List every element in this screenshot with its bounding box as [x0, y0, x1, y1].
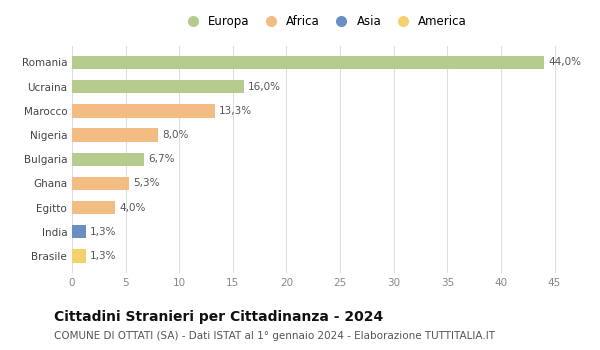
Bar	[72, 104, 215, 118]
Text: COMUNE DI OTTATI (SA) - Dati ISTAT al 1° gennaio 2024 - Elaborazione TUTTITALIA.: COMUNE DI OTTATI (SA) - Dati ISTAT al 1°…	[54, 331, 495, 341]
Text: 1,3%: 1,3%	[90, 227, 117, 237]
Bar	[72, 153, 144, 166]
Bar	[72, 56, 544, 69]
Bar	[72, 80, 244, 93]
Text: 16,0%: 16,0%	[248, 82, 281, 92]
Text: 8,0%: 8,0%	[162, 130, 188, 140]
Text: 1,3%: 1,3%	[90, 251, 117, 261]
Bar	[72, 225, 86, 238]
Text: 6,7%: 6,7%	[148, 154, 175, 164]
Text: 44,0%: 44,0%	[548, 57, 581, 68]
Text: 13,3%: 13,3%	[219, 106, 252, 116]
Text: Cittadini Stranieri per Cittadinanza - 2024: Cittadini Stranieri per Cittadinanza - 2…	[54, 310, 383, 324]
Bar	[72, 249, 86, 262]
Bar	[72, 201, 115, 214]
Legend: Europa, Africa, Asia, America: Europa, Africa, Asia, America	[181, 15, 467, 28]
Text: 5,3%: 5,3%	[133, 178, 160, 188]
Bar	[72, 177, 129, 190]
Text: 4,0%: 4,0%	[119, 203, 146, 213]
Bar	[72, 128, 158, 142]
